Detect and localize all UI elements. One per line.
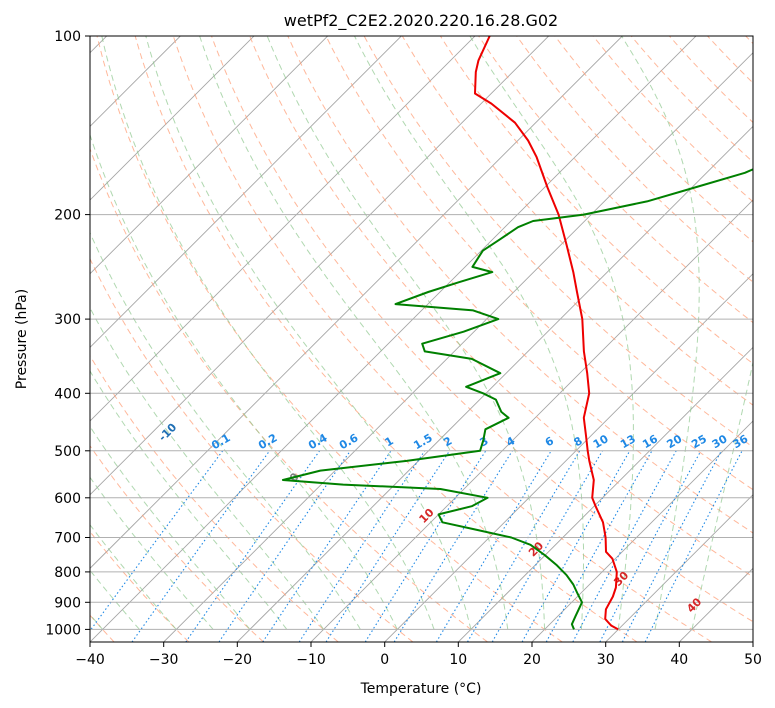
mixing-ratio-line (599, 450, 702, 642)
moist-adiabat-line (90, 524, 177, 630)
moist-adiabat-line (621, 36, 700, 630)
x-tick-label: 40 (670, 652, 688, 668)
moist-adiabat-line (90, 569, 140, 630)
x-tick-label: 0 (380, 652, 389, 668)
x-axis-label: Temperature (°C) (360, 681, 482, 697)
x-tick-label: −40 (75, 652, 105, 668)
moist-adiabat-line (90, 133, 398, 630)
y-tick-label: 600 (54, 491, 81, 507)
isotherm-line (310, 199, 753, 642)
moist-adiabat-line (90, 476, 214, 630)
mixing-ratio-line (218, 450, 351, 642)
mixing-ratio-line (435, 450, 552, 642)
dewpoint-line (281, 168, 753, 630)
pressure-grid-lines (90, 36, 753, 630)
moist-adiabat-line (90, 370, 288, 630)
isotherm-line (163, 52, 753, 642)
isotherm-line (90, 36, 697, 642)
mixing-ratio-line (545, 450, 653, 642)
dry-adiabat-line (401, 36, 753, 406)
mixing-ratio-line (262, 450, 392, 642)
moist-adiabat-line (353, 36, 584, 630)
sounding-series (281, 36, 753, 631)
y-tick-label: 800 (54, 565, 81, 581)
dry-adiabat-line (134, 36, 638, 642)
moist-adiabat-line (199, 36, 509, 630)
moist-adiabat-line (145, 36, 472, 630)
isotherm-line (90, 36, 550, 496)
x-tick-label: 20 (523, 652, 541, 668)
moist-adiabat-line (90, 231, 361, 630)
dry-adiabat-line (325, 36, 753, 491)
y-axis-ticks: 100 200 300 400 500 600 700 800 900 1000 (45, 29, 90, 638)
mixing-ratio-line (325, 450, 451, 642)
mixing-ratio-line (364, 450, 487, 642)
dry-adiabat-line (287, 36, 753, 534)
mixing-ratio-line (644, 450, 743, 642)
mixing-ratio-line (90, 450, 224, 632)
dry-adiabat-lines (90, 36, 753, 642)
dry-adiabat-line (172, 36, 712, 642)
moist-adiabat-line (266, 36, 546, 630)
moist-adiabat-line (101, 36, 435, 630)
x-tick-label: 10 (449, 652, 467, 668)
moist-adiabat-line (90, 306, 325, 630)
y-axis-label: Pressure (hPa) (14, 289, 30, 389)
isotherm-line (90, 36, 329, 275)
x-tick-label: 30 (597, 652, 615, 668)
isotherm-line (605, 494, 753, 642)
isotherm-line (90, 36, 255, 201)
dry-adiabat-line (90, 147, 488, 642)
dry-adiabat-line (90, 354, 339, 642)
isotherm-line (384, 273, 753, 642)
moist-adiabat-lines (90, 36, 753, 630)
isotherm-line (90, 36, 624, 569)
dry-adiabat-line (439, 36, 753, 365)
chart-title: wetPf2_C2E2.2020.220.16.28.G02 (284, 11, 558, 31)
mixing-ratio-line (521, 450, 631, 642)
y-tick-label: 900 (54, 595, 81, 611)
mixing-ratio-line (185, 450, 321, 642)
mixing-ratio-line (298, 450, 426, 642)
dry-adiabat-line (90, 257, 414, 642)
y-tick-label: 700 (54, 531, 81, 547)
moist-adiabat-line (691, 360, 753, 630)
isotherm-line (90, 36, 476, 422)
y-tick-label: 1000 (45, 622, 81, 638)
dry-adiabat-line (96, 36, 563, 642)
temperature-line (474, 36, 619, 631)
moist-adiabat-line (469, 36, 634, 630)
x-axis-ticks: −40 −30 −20 −10 0 10 20 30 40 50 (75, 642, 762, 668)
dry-adiabat-line (249, 36, 753, 578)
y-tick-label: 400 (54, 386, 81, 402)
y-tick-label: 300 (54, 312, 81, 328)
x-tick-label: 50 (744, 652, 762, 668)
isotherm-line (236, 125, 753, 642)
isotherm-line (90, 36, 403, 348)
mixing-ratio-line (131, 450, 271, 642)
isotherm-line (531, 420, 753, 642)
y-tick-label: 200 (54, 208, 81, 224)
dry-adiabat-line (210, 36, 753, 623)
y-tick-label: 500 (54, 444, 81, 460)
y-tick-label: 100 (54, 29, 81, 45)
x-tick-label: −30 (149, 652, 179, 668)
dry-adiabat-line (363, 36, 753, 448)
x-tick-label: −20 (223, 652, 253, 668)
plot-frame (89, 35, 754, 643)
dry-adiabat-line (90, 444, 264, 642)
moist-adiabat-line (90, 425, 251, 630)
x-tick-label: −10 (296, 652, 326, 668)
